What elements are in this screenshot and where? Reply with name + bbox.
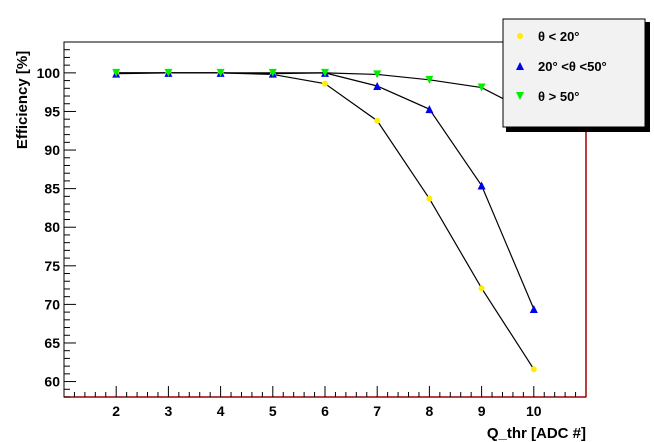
legend-label: 20° <θ <50° bbox=[538, 59, 607, 74]
y-tick-label: 95 bbox=[44, 103, 60, 119]
x-tick-label: 6 bbox=[321, 403, 329, 419]
data-point bbox=[322, 80, 328, 87]
y-tick-label: 60 bbox=[44, 374, 60, 390]
x-tick-label: 8 bbox=[426, 403, 434, 419]
legend-marker bbox=[516, 62, 524, 70]
y-axis-label: Efficiency [%] bbox=[14, 51, 31, 149]
legend: θ < 20° 20° <θ <50° θ > 50° bbox=[502, 18, 650, 132]
data-point bbox=[216, 68, 225, 77]
x-tick-label: 10 bbox=[526, 403, 542, 419]
series-markers bbox=[112, 68, 538, 373]
data-point bbox=[373, 70, 382, 79]
y-tick-label: 75 bbox=[44, 258, 60, 274]
x-tick-label: 5 bbox=[269, 403, 277, 419]
data-point bbox=[374, 117, 381, 124]
data-point bbox=[164, 68, 173, 77]
data-point bbox=[268, 68, 277, 77]
x-tick-label: 9 bbox=[478, 403, 486, 419]
legend-entries: θ < 20° 20° <θ <50° θ > 50° bbox=[516, 29, 607, 104]
x-axis-label: Q_thr [ADC #] bbox=[487, 425, 586, 442]
data-point bbox=[426, 195, 433, 202]
x-tick-label: 3 bbox=[165, 403, 173, 419]
data-point bbox=[477, 181, 486, 190]
y-axis-ticks: 60 65 70 75 80 85 90 95 100 bbox=[37, 41, 76, 398]
y-tick-label: 90 bbox=[44, 142, 60, 158]
y-tick-label: 70 bbox=[44, 296, 60, 312]
data-point bbox=[529, 305, 538, 314]
legend-label: θ < 20° bbox=[538, 29, 580, 44]
legend-label: θ > 50° bbox=[538, 89, 580, 104]
y-tick-label: 80 bbox=[44, 219, 60, 235]
plot-frame bbox=[63, 41, 587, 398]
data-point bbox=[530, 366, 537, 373]
data-point bbox=[478, 285, 485, 292]
y-tick-label: 85 bbox=[44, 181, 60, 197]
data-point bbox=[425, 75, 434, 84]
data-point bbox=[321, 68, 329, 77]
data-point bbox=[425, 105, 434, 114]
y-tick-label: 100 bbox=[37, 65, 61, 81]
legend-marker bbox=[516, 92, 524, 100]
x-axis-ticks: 2 3 4 5 6 7 8 9 10 bbox=[73, 386, 577, 419]
legend-box bbox=[502, 18, 646, 128]
data-point bbox=[112, 68, 121, 77]
data-point bbox=[477, 83, 486, 92]
data-point bbox=[373, 81, 382, 90]
x-tick-label: 2 bbox=[112, 403, 120, 419]
x-tick-label: 7 bbox=[373, 403, 381, 419]
legend-marker bbox=[517, 33, 523, 39]
x-tick-label: 4 bbox=[217, 403, 225, 419]
y-tick-label: 65 bbox=[44, 335, 60, 351]
